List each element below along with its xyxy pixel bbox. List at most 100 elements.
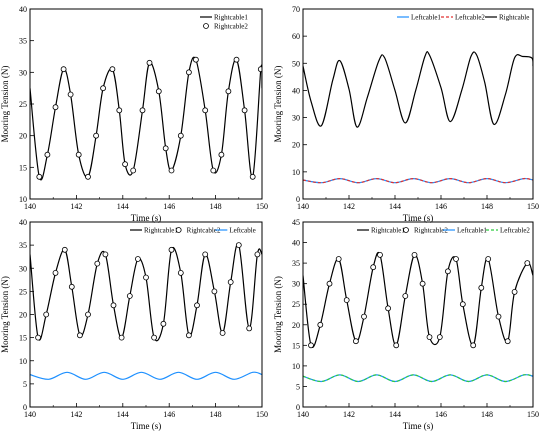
chart-panel-4: 140 142 144 146 148 150 0 5 10 15 20 25 30 35 40 45 Time… xyxy=(273,218,539,431)
y-tick-label: 25 xyxy=(292,300,300,309)
series-point xyxy=(453,256,459,262)
series-point xyxy=(352,338,359,345)
series-point xyxy=(219,330,226,336)
legend: Rightcable1 Rightcable2 Leftcable1 Leftcabl… xyxy=(357,227,530,235)
legend-label: Rightcable xyxy=(499,14,529,22)
series-point xyxy=(36,173,43,180)
series-point xyxy=(335,256,342,262)
series-point xyxy=(459,301,466,308)
series-point xyxy=(478,284,485,291)
x-tick-label: 142 xyxy=(70,410,82,419)
series-point xyxy=(126,293,133,299)
series-point xyxy=(227,279,234,286)
series-point xyxy=(326,280,333,287)
series-point xyxy=(177,269,184,276)
y-tick-label: 60 xyxy=(292,32,300,41)
series-point xyxy=(68,283,75,290)
series-point xyxy=(377,251,383,258)
series-point xyxy=(211,288,218,295)
series-point xyxy=(60,66,67,73)
series-point xyxy=(143,274,149,281)
series-point xyxy=(317,321,324,328)
series-point xyxy=(61,246,68,253)
series-line-leftcable2 xyxy=(303,374,533,383)
y-tick-label: 10 xyxy=(292,168,300,177)
y-tick-label: 35 xyxy=(19,37,27,46)
x-axis-label: Time (s) xyxy=(403,421,433,431)
series-point xyxy=(100,85,106,92)
legend-label: Leftcable1 xyxy=(457,227,487,235)
x-tick-label: 148 xyxy=(210,202,222,211)
legend-label: Rightcable1 xyxy=(214,14,248,22)
y-tick-label: 20 xyxy=(19,132,27,141)
y-tick-label: 5 xyxy=(296,382,300,391)
y-tick-label: 40 xyxy=(292,86,300,95)
series-line-rightcable1 xyxy=(303,251,533,348)
series-point xyxy=(93,132,99,139)
y-tick-label: 50 xyxy=(292,59,300,68)
series-point xyxy=(44,151,51,158)
series-point xyxy=(235,242,242,249)
series-point xyxy=(202,251,209,258)
x-axis-label: Time (s) xyxy=(131,421,161,431)
series-point xyxy=(411,251,418,258)
series-point xyxy=(210,167,217,174)
y-tick-label: 10 xyxy=(19,195,27,204)
x-tick-label: 142 xyxy=(343,202,355,211)
series-3-group xyxy=(303,374,533,383)
x-tick-label: 150 xyxy=(527,410,539,419)
series-point xyxy=(241,107,248,114)
x-tick-label: 146 xyxy=(435,410,447,419)
series-point xyxy=(168,246,175,253)
series-point xyxy=(35,334,41,341)
series-point xyxy=(194,302,200,309)
x-tick-label: 150 xyxy=(256,202,268,211)
series-point xyxy=(192,56,199,63)
series-0-group xyxy=(30,56,262,181)
chart-panel-3: 140 142 144 146 148 150 0 5 10 15 20 25 30 35 40 Time (… xyxy=(0,218,268,431)
series-point xyxy=(162,145,169,152)
legend-label: Leftcable2 xyxy=(500,227,530,235)
chart-panel-1: 140 142 144 146 148 150 10 15 20 25 30 35 40 Time (s)… xyxy=(0,5,268,223)
x-tick-label: 140 xyxy=(24,410,36,419)
legend-label: Rightcable1 xyxy=(144,227,178,235)
series-point xyxy=(393,342,400,349)
series-point xyxy=(146,59,153,66)
series-1-group xyxy=(303,177,533,184)
x-tick-label: 144 xyxy=(117,202,129,211)
y-tick-label: 40 xyxy=(292,239,300,248)
y-tick-label: 40 xyxy=(19,5,27,14)
legend-label: Rightcable1 xyxy=(371,227,405,235)
y-tick-label: 30 xyxy=(19,264,27,273)
series-point xyxy=(246,325,253,332)
legend-label: Leftcable1 xyxy=(411,14,441,22)
y-tick-label: 70 xyxy=(292,5,300,14)
y-tick-label: 10 xyxy=(292,362,300,371)
y-tick-label: 20 xyxy=(292,141,300,150)
legend: Rightcable1 Rightcable2 Leftcable xyxy=(130,227,256,235)
x-tick-label: 148 xyxy=(210,410,222,419)
series-2-group xyxy=(30,371,262,380)
series-point xyxy=(139,107,146,114)
series-point xyxy=(402,293,409,299)
series-point xyxy=(52,269,59,276)
series-1-group xyxy=(36,56,262,180)
series-point xyxy=(470,342,477,349)
legend-label: Rightcable2 xyxy=(414,227,448,235)
legend-label: Leftcable xyxy=(229,227,255,235)
series-point xyxy=(202,107,209,114)
y-tick-label: 0 xyxy=(296,195,300,204)
series-point xyxy=(485,256,492,262)
series-2-group xyxy=(303,51,533,128)
series-point xyxy=(436,334,443,341)
y-tick-label: 30 xyxy=(292,114,300,123)
series-point xyxy=(385,305,392,312)
series-point xyxy=(177,132,184,139)
series-0-group xyxy=(30,243,262,342)
x-axis-label: Time (s) xyxy=(131,213,161,223)
series-point xyxy=(444,268,451,275)
x-tick-label: 146 xyxy=(163,202,175,211)
x-axis-label: Time (s) xyxy=(403,213,433,223)
